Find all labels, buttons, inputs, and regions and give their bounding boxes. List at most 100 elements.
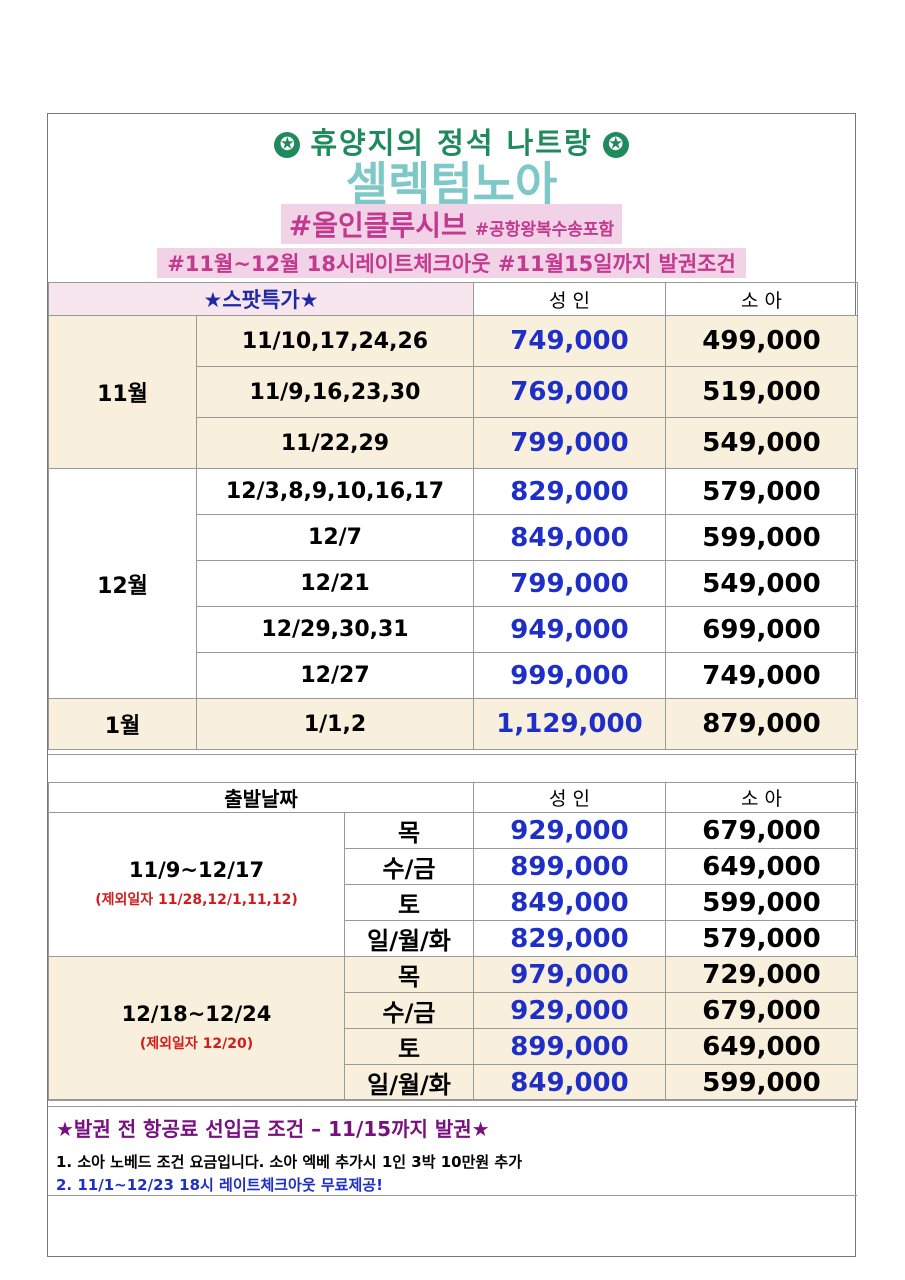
weekday-cell: 일/월/화 xyxy=(343,920,475,957)
weekday-cell: 토 xyxy=(343,1028,475,1065)
spot-price-table: ★스팟특가★ 성 인 소 아 11월 11/10,17,24,26 749,000 4… xyxy=(48,282,858,750)
date-cell: 11/10,17,24,26 xyxy=(196,315,474,367)
date-cell: 11/9,16,23,30 xyxy=(196,366,474,418)
period-cell: 12/18~12/24 (제외일자 12/20) xyxy=(48,956,345,1101)
price-row: 12/7 849,000 599,000 xyxy=(49,514,858,561)
weekday-cell: 수/금 xyxy=(343,992,475,1029)
departure-row: 일/월/화 849,000 599,000 xyxy=(49,1064,859,1101)
adult-price: 829,000 xyxy=(473,920,667,957)
month-label: 1월 xyxy=(48,698,197,750)
notes-box: ★발권 전 항공료 선입금 조건 – 11/15까지 발권★ 1. 소아 노베드… xyxy=(48,1106,857,1196)
adult-header: 성 인 xyxy=(473,282,666,316)
adult-price: 849,000 xyxy=(473,884,667,921)
child-price: 579,000 xyxy=(665,468,858,515)
child-price: 599,000 xyxy=(665,884,859,921)
departure-price-table: 출발날짜 성 인 소 아 11/9~12/17 (제외일자 11/28,12/1,… xyxy=(47,782,859,1101)
adult-price: 979,000 xyxy=(473,956,667,993)
condition-tag: #11월~12월 18시레이트체크아웃 #11월15일까지 발권조건 xyxy=(157,248,746,278)
child-price: 549,000 xyxy=(665,560,858,607)
airport-transfer-tag: #공항왕복수송포함 xyxy=(474,220,615,240)
header-line4: #11월~12월 18시레이트체크아웃 #11월15일까지 발권조건 xyxy=(48,248,855,278)
departure-row: 토 899,000 649,000 xyxy=(49,1028,859,1065)
child-price: 599,000 xyxy=(665,514,858,561)
header-line3-highlight: #올인클루시브 #공항왕복수송포함 xyxy=(280,204,623,244)
child-price: 599,000 xyxy=(665,1064,859,1101)
price-row: 11/9,16,23,30 769,000 519,000 xyxy=(49,366,858,418)
adult-header: 성 인 xyxy=(473,782,667,813)
child-header: 소 아 xyxy=(665,782,859,813)
header-line1: ✪ 휴양지의 정석 나트랑 ✪ xyxy=(48,120,855,162)
excluded-dates: (제외일자 12/20) xyxy=(139,1035,254,1052)
price-row: 12/27 999,000 749,000 xyxy=(49,652,858,699)
adult-price: 799,000 xyxy=(473,560,666,607)
departure-row: 11/9~12/17 (제외일자 11/28,12/1,11,12) 목 929,00… xyxy=(48,812,859,957)
weekday-cell: 토 xyxy=(343,884,475,921)
period-range: 11/9~12/17 xyxy=(128,857,265,882)
child-price: 699,000 xyxy=(665,606,858,653)
all-inclusive-tag: #올인클루시브 xyxy=(288,209,467,242)
date-cell: 12/27 xyxy=(196,652,474,699)
adult-price: 949,000 xyxy=(473,606,666,653)
adult-price: 749,000 xyxy=(473,315,666,367)
departure-row: 토 849,000 599,000 xyxy=(49,884,859,921)
child-price: 519,000 xyxy=(665,366,858,418)
adult-price: 1,129,000 xyxy=(473,698,666,750)
star-badge-icon: ✪ xyxy=(274,132,301,158)
weekday-cell: 일/월/화 xyxy=(343,1064,475,1101)
price-row: 11월 11/10,17,24,26 749,000 499,000 xyxy=(48,315,858,469)
child-header: 소 아 xyxy=(665,282,858,316)
note-line1: 1. 소아 노베드 조건 요금입니다. 소아 엑베 추가시 1인 3박 10만원… xyxy=(56,1153,523,1171)
child-price: 879,000 xyxy=(665,698,858,750)
resort-name: 셀렉텀노아 xyxy=(345,157,558,211)
child-price: 679,000 xyxy=(665,812,859,849)
period-range: 12/18~12/24 xyxy=(121,1001,272,1026)
child-price: 579,000 xyxy=(665,920,859,957)
child-price: 729,000 xyxy=(665,956,859,993)
adult-price: 899,000 xyxy=(473,1028,667,1065)
note-line2: 2. 11/1~12/23 18시 레이트체크아웃 무료제공! xyxy=(56,1176,383,1194)
child-price: 649,000 xyxy=(665,1028,859,1065)
weekday-cell: 목 xyxy=(343,956,475,993)
price-row: 12/21 799,000 549,000 xyxy=(49,560,858,607)
child-price: 649,000 xyxy=(665,848,859,885)
departure-row: 수/금 899,000 649,000 xyxy=(49,848,859,885)
date-cell: 12/29,30,31 xyxy=(196,606,474,653)
spot-table-header: ★스팟특가★ 성 인 소 아 xyxy=(48,282,858,316)
departure-row: 일/월/화 829,000 579,000 xyxy=(49,920,859,957)
price-row: 12월 12/3,8,9,10,16,17 829,000 579,000 xyxy=(48,468,858,699)
divider xyxy=(48,754,857,755)
departure-row: 12/18~12/24 (제외일자 12/20) 목 979,000 729,000 xyxy=(48,956,859,1101)
adult-price: 769,000 xyxy=(473,366,666,418)
weekday-cell: 수/금 xyxy=(343,848,475,885)
child-price: 499,000 xyxy=(665,315,858,367)
child-price: 679,000 xyxy=(665,992,859,1029)
star-badge-icon: ✪ xyxy=(602,132,629,158)
date-cell: 12/7 xyxy=(196,514,474,561)
spot-special-label: ★스팟특가★ xyxy=(48,282,474,316)
adult-price: 929,000 xyxy=(473,992,667,1029)
date-cell: 11/22,29 xyxy=(196,417,474,469)
price-row: 11/22,29 799,000 549,000 xyxy=(49,417,858,469)
adult-price: 849,000 xyxy=(473,514,666,561)
child-price: 549,000 xyxy=(665,417,858,469)
departure-table-header: 출발날짜 성 인 소 아 xyxy=(47,782,859,813)
departure-row: 수/금 929,000 679,000 xyxy=(49,992,859,1029)
header-line3: #올인클루시브 #공항왕복수송포함 xyxy=(48,204,855,244)
month-label: 11월 xyxy=(48,315,197,469)
notes-title: ★발권 전 항공료 선입금 조건 – 11/15까지 발권★ xyxy=(56,1117,490,1141)
divider xyxy=(48,1099,857,1100)
excluded-dates: (제외일자 11/28,12/1,11,12) xyxy=(95,891,298,908)
date-cell: 12/3,8,9,10,16,17 xyxy=(196,468,474,515)
month-label: 12월 xyxy=(48,468,197,699)
header-line1-text: 휴양지의 정석 나트랑 xyxy=(310,126,593,160)
price-row: 12/29,30,31 949,000 699,000 xyxy=(49,606,858,653)
adult-price: 999,000 xyxy=(473,652,666,699)
weekday-cell: 목 xyxy=(343,812,475,849)
adult-price: 899,000 xyxy=(473,848,667,885)
price-row: 1월 1/1,2 1,129,000 879,000 xyxy=(48,698,858,750)
adult-price: 799,000 xyxy=(473,417,666,469)
departure-date-header: 출발날짜 xyxy=(47,782,475,813)
date-cell: 1/1,2 xyxy=(196,698,474,750)
price-document: ✪ 휴양지의 정석 나트랑 ✪ 셀렉텀노아 #올인클루시브 #공항왕복수송포함 #11… xyxy=(47,113,859,1257)
period-cell: 11/9~12/17 (제외일자 11/28,12/1,11,12) xyxy=(48,812,345,957)
